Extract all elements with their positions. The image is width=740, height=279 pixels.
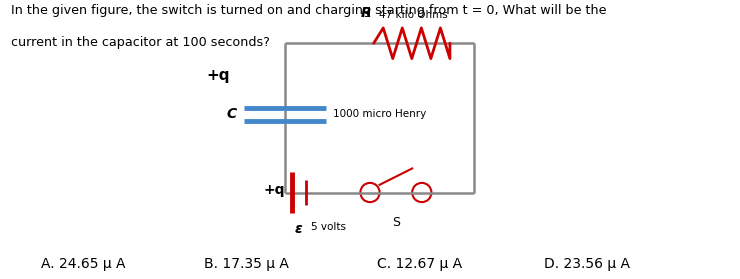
Text: ε: ε	[295, 222, 302, 236]
Text: C: C	[226, 107, 237, 121]
Text: A. 24.65 μ A: A. 24.65 μ A	[41, 257, 125, 271]
Text: current in the capacitor at 100 seconds?: current in the capacitor at 100 seconds?	[11, 36, 270, 49]
Text: +q: +q	[263, 183, 285, 197]
Text: R: R	[360, 6, 371, 20]
Text: C. 12.67 μ A: C. 12.67 μ A	[377, 257, 462, 271]
Text: 1000 micro Henry: 1000 micro Henry	[333, 109, 426, 119]
Text: B. 17.35 μ A: B. 17.35 μ A	[204, 257, 289, 271]
Text: 5 volts: 5 volts	[311, 222, 346, 232]
Text: 47 kilo Ohms: 47 kilo Ohms	[379, 9, 447, 20]
Text: S: S	[392, 216, 400, 229]
Text: D. 23.56 μ A: D. 23.56 μ A	[544, 257, 630, 271]
Text: In the given figure, the switch is turned on and charging starting from t = 0, W: In the given figure, the switch is turne…	[11, 4, 607, 17]
Text: +q: +q	[206, 68, 229, 83]
